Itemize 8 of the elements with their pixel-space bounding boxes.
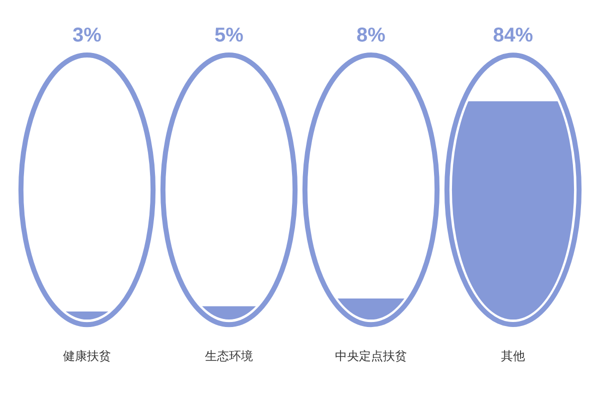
data-label: 5% [214,24,244,47]
category-label: 生态环境 [205,348,253,363]
data-label: 3% [72,24,102,47]
data-label: 8% [356,24,386,47]
data-label: 84% [492,24,534,47]
category-label: 其他 [501,348,525,363]
category-label: 中央定点扶贫 [335,348,407,363]
category-label: 健康扶贫 [63,348,111,363]
